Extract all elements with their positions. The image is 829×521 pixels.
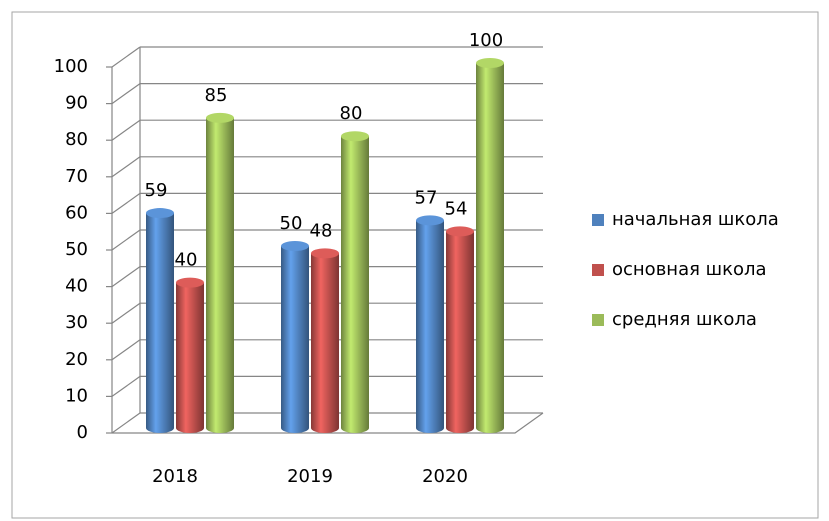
bar-top [311,248,339,259]
x-tick-label: 2019 [287,466,333,487]
bar-body [311,253,339,433]
legend-swatch [592,264,604,276]
bar [146,208,174,433]
y-tick-label: 100 [54,56,88,77]
grid-line [111,192,141,214]
bar-top [476,58,504,68]
data-label: 80 [340,103,363,124]
bar-top [416,215,444,226]
bar-top [176,277,204,288]
legend-swatch [592,314,604,326]
bar-body [476,63,504,433]
y-tick-label: 80 [65,129,88,150]
bar-body [416,220,444,433]
y-tick-label: 50 [65,239,88,260]
floor-edge [112,412,544,434]
y-tick-label: 90 [65,93,88,114]
x-tick-label: 2020 [422,466,468,487]
data-label: 57 [415,187,438,208]
grid-line [111,229,141,251]
y-tick-label: 20 [65,349,88,370]
data-label: 54 [445,198,468,219]
bar [206,112,234,434]
data-label: 48 [310,220,333,241]
bar [341,131,369,433]
y-tick-label: 30 [65,312,88,333]
bar [416,215,444,433]
data-label: 50 [280,213,303,234]
data-label: 59 [145,180,168,201]
data-label: 85 [205,85,228,106]
bar-body [146,213,174,433]
grid-line [111,302,141,324]
bar-body [446,231,474,433]
y-tick-label: 70 [65,166,88,187]
grid-line [111,46,141,68]
legend-swatch [592,214,604,226]
bar-body [281,246,309,433]
bar-body [206,117,234,434]
grid-line [111,156,141,178]
bar-top [281,241,309,251]
bar-top [341,131,369,142]
bar-body [176,282,204,433]
bar-body [341,136,369,433]
legend-label: основная школа [612,259,767,280]
bar [281,241,309,433]
y-tick-label: 10 [65,385,88,406]
bar-top [146,208,174,219]
bar [311,248,339,433]
legend-label: начальная школа [612,209,779,230]
grid-line [111,119,141,141]
bar [446,226,474,433]
bar [176,277,204,433]
data-label: 40 [175,250,198,271]
bar-top [206,112,234,123]
legend-label: средняя школа [612,309,757,330]
data-label: 100 [469,30,503,51]
bar-top [446,226,474,237]
grid-line [111,83,141,105]
grid-line [111,266,141,288]
grid-line [111,375,141,397]
grid-line [111,412,141,434]
x-tick-label: 2018 [152,466,198,487]
y-tick-label: 60 [65,202,88,223]
bar [476,58,504,433]
y-tick-label: 0 [77,422,88,443]
grid-line [111,339,141,361]
y-tick-label: 40 [65,276,88,297]
